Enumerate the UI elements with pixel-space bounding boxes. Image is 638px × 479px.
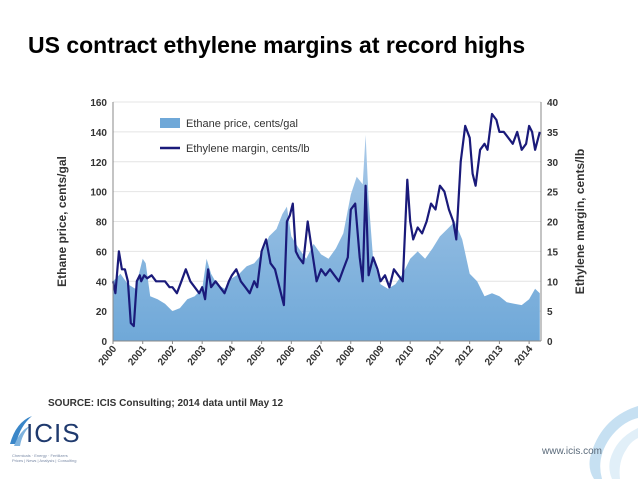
x-tick-label: 2004 [215,344,238,368]
x-tick-label: 2013 [483,344,506,368]
right-tick-label: 40 [547,98,559,109]
x-tick-label: 2014 [513,344,536,368]
right-tick-label: 5 [547,307,553,318]
legend: Ethane price, cents/gal Ethylene margin, … [160,118,310,155]
x-tick-label: 2007 [305,344,328,368]
right-tick-label: 10 [547,277,559,288]
website-url: www.icis.com [542,446,603,457]
source-note: SOURCE: ICIS Consulting; 2014 data until… [48,398,284,409]
left-tick-label: 60 [96,247,108,258]
right-tick-label: 15 [547,247,559,258]
x-tick-label: 2012 [453,344,476,368]
ethane-price-area-series [113,134,540,341]
left-tick-label: 20 [96,307,108,318]
slide-title: US contract ethylene margins at record h… [28,32,526,58]
left-tick-label: 0 [101,337,107,348]
ethylene-margin-line [111,112,541,328]
logo-tagline: Chemicals · Energy · Fertilizers [12,453,68,458]
x-tick-label: 2002 [156,344,179,368]
x-tick-label: 2005 [245,344,268,368]
right-tick-label: 25 [547,188,559,199]
left-axis-title: Ethane price, cents/gal [55,156,69,287]
x-tick-label: 2009 [364,344,387,368]
x-tick-label: 2010 [394,344,417,368]
logo-tagline-secondary: Prices | News | Analysis | Consulting [12,458,77,463]
left-tick-label: 40 [96,277,108,288]
x-tick-label: 2008 [334,344,357,368]
x-tick-label: 2006 [275,344,298,368]
legend-swatch-area [160,118,180,128]
left-tick-label: 120 [90,158,107,169]
decorative-swirl-icon [589,406,638,479]
right-tick-label: 20 [547,218,559,229]
logo-mark-icon [10,416,32,446]
left-tick-label: 160 [90,98,107,109]
right-tick-label: 0 [547,337,553,348]
left-tick-label: 100 [90,188,107,199]
x-tick-label: 2003 [186,344,209,368]
x-tick-label: 2001 [126,344,149,368]
ethane-price-area [113,134,540,341]
left-tick-label: 80 [96,218,108,229]
legend-label-ethane: Ethane price, cents/gal [186,118,298,130]
legend-label-ethylene: Ethylene margin, cents/lb [186,143,310,155]
x-tick-label: 2011 [424,344,447,368]
x-tick-label: 2000 [97,344,120,368]
right-tick-label: 35 [547,128,559,139]
left-tick-label: 140 [90,128,107,139]
right-tick-label: 30 [547,158,559,169]
logo-text: ICIS [26,418,81,448]
icis-logo: ICIS Chemicals · Energy · Fertilizers Pr… [6,410,166,470]
ethylene-margin-line-series [111,112,541,328]
right-axis-title: Ethylene margin, cents/lb [573,149,587,294]
